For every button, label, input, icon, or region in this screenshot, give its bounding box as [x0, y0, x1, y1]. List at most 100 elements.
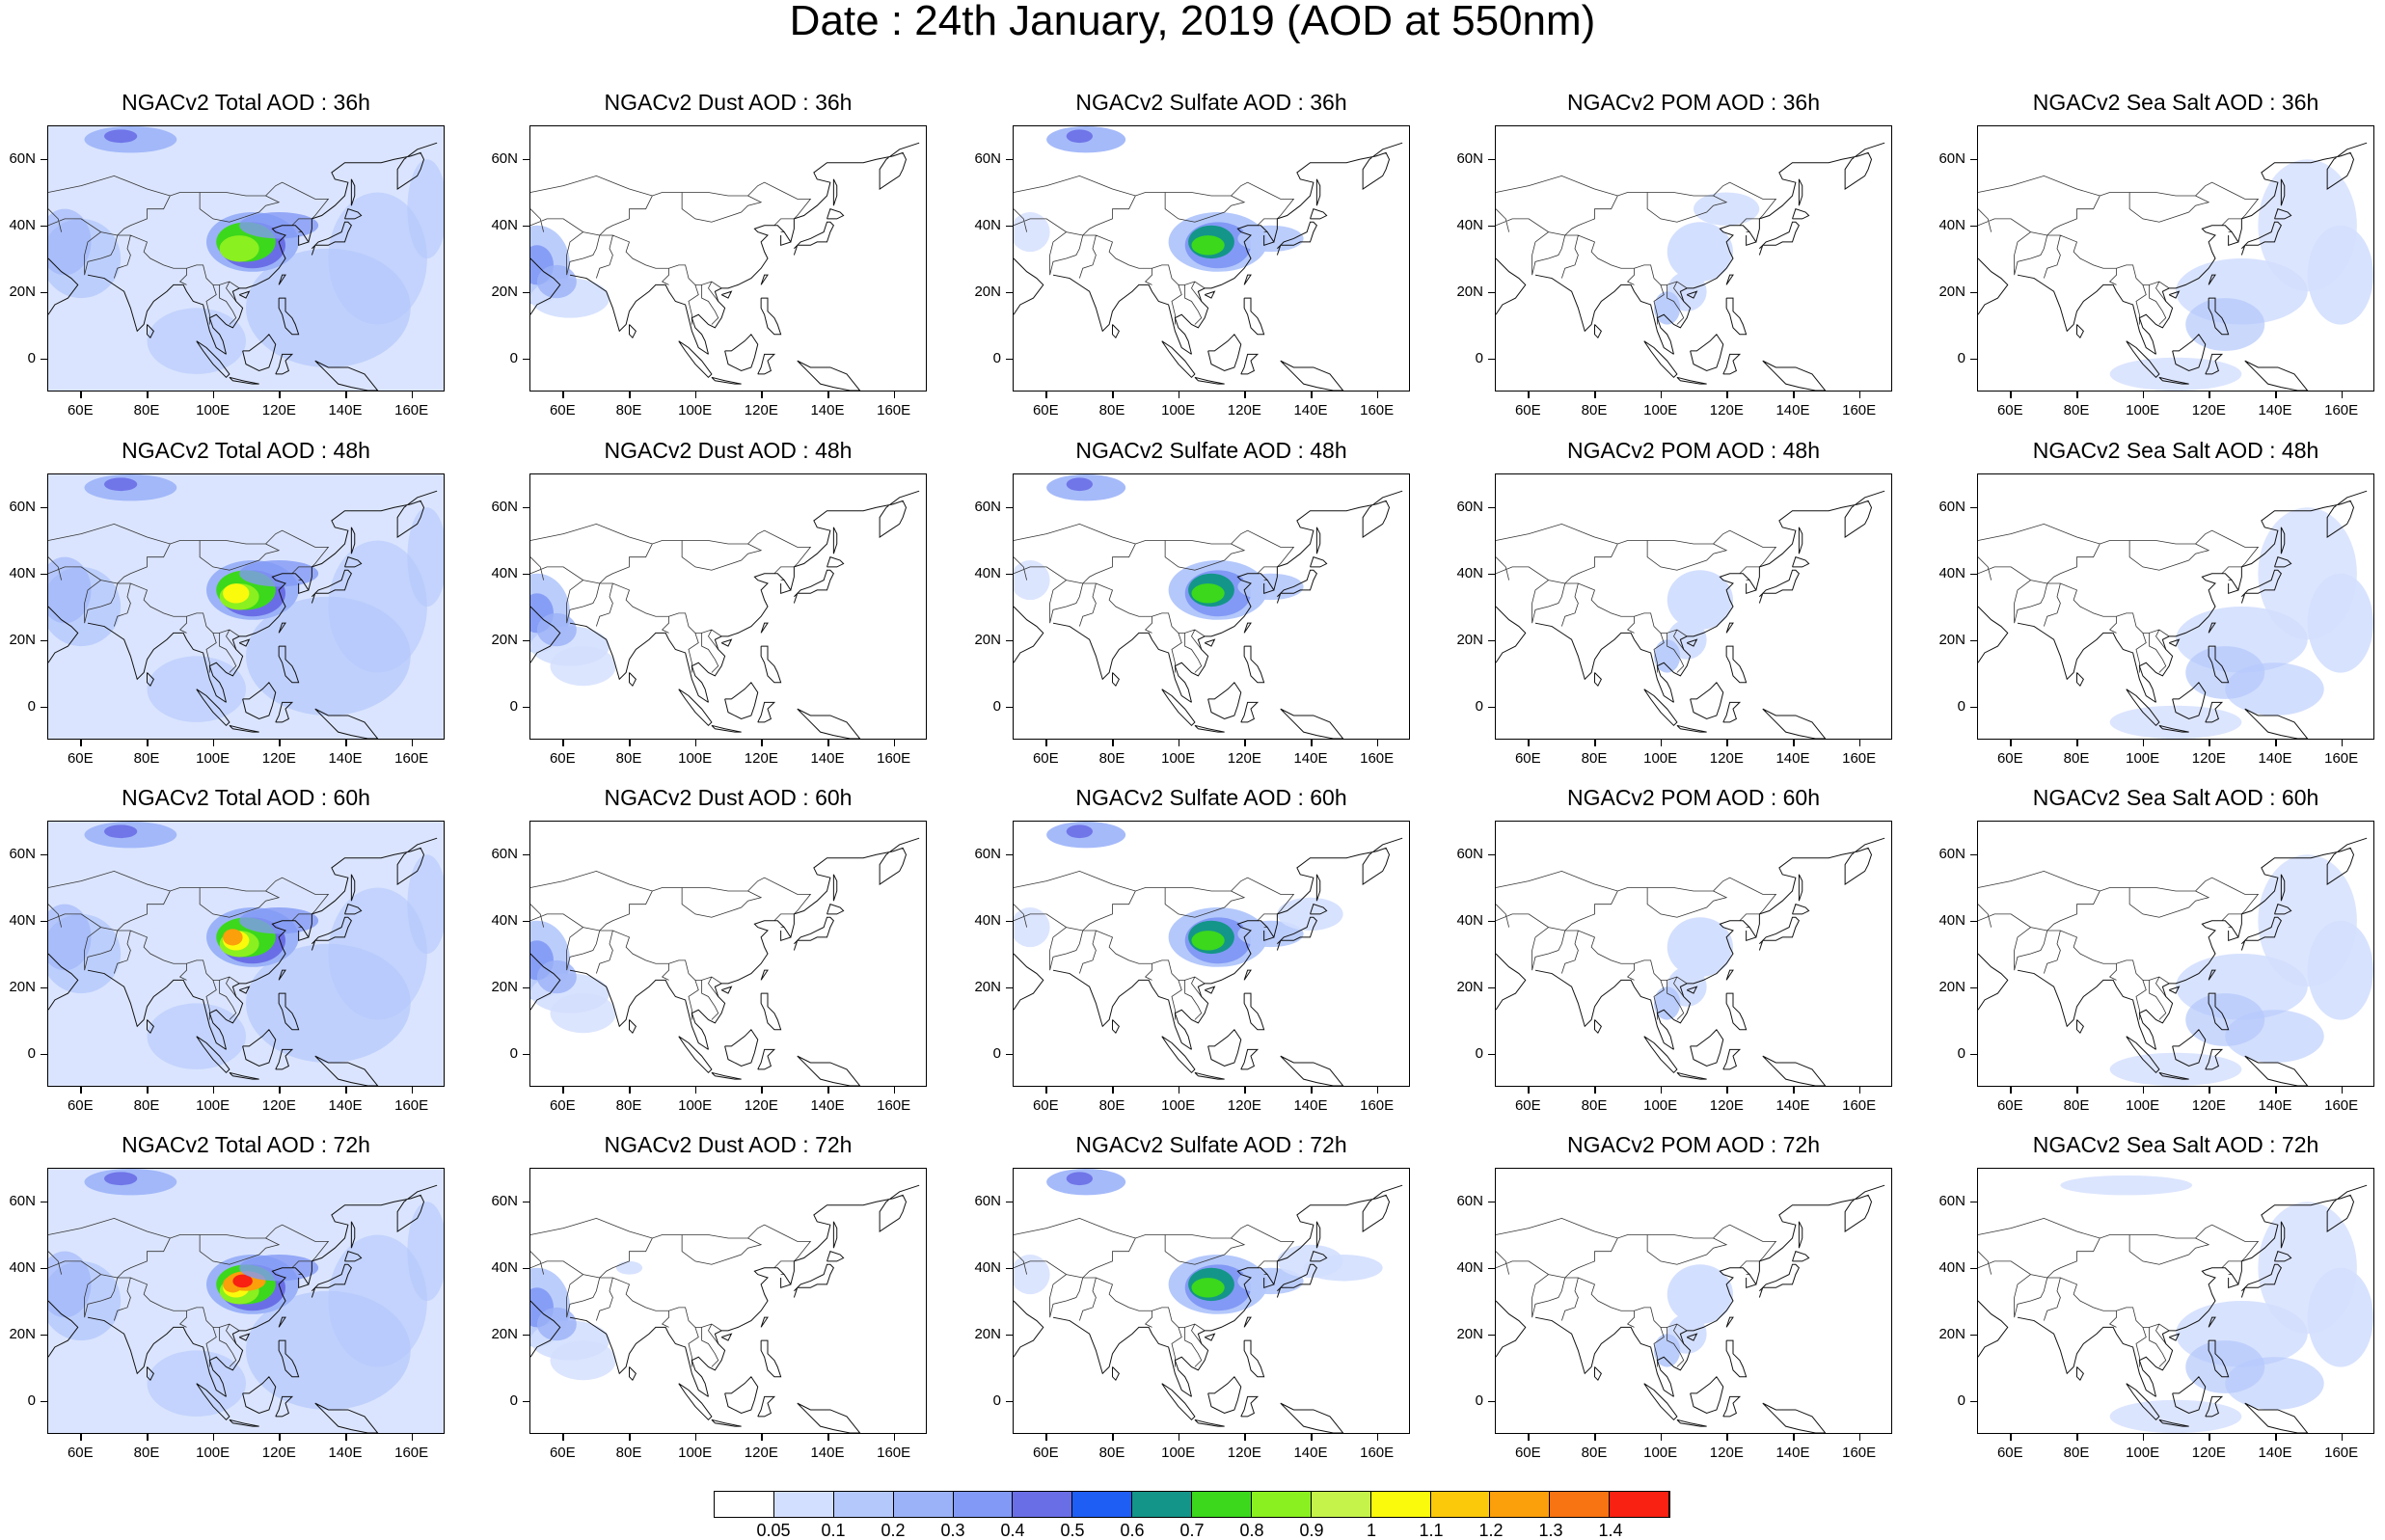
- aod-field: [530, 920, 616, 1034]
- lon-tick-label: 80E: [1098, 1097, 1125, 1114]
- aod-field: [1654, 192, 1760, 325]
- lon-tick-label: 120E: [261, 402, 296, 419]
- lon-tick-mark: [345, 740, 347, 746]
- lon-tick-mark: [694, 740, 697, 746]
- lon-tick-mark: [345, 1434, 347, 1441]
- lon-tick-label: 140E: [2258, 1445, 2292, 1461]
- lon-tick-mark: [411, 740, 414, 746]
- lat-tick-label: 40N: [9, 216, 36, 233]
- lon-tick-label: 60E: [1514, 402, 1541, 419]
- lat-tick-label: 20N: [491, 1325, 518, 1342]
- lat-tick-mark: [1970, 291, 1977, 293]
- lon-tick-mark: [1660, 392, 1663, 398]
- country-borders: [1014, 1218, 1295, 1367]
- panel-title: NGACv2 Total AOD : 36h: [122, 90, 370, 115]
- coastline: [530, 837, 920, 1086]
- lon-tick-label: 60E: [549, 750, 576, 767]
- country-borders: [1014, 524, 1295, 673]
- lat-tick-label: 60N: [974, 845, 1001, 862]
- lon-tick-mark: [2076, 740, 2078, 746]
- aod-field: [1014, 126, 1304, 272]
- lon-tick-mark: [2341, 1434, 2344, 1441]
- lon-tick-label: 140E: [2258, 1097, 2292, 1114]
- lon-tick-label: 100E: [1643, 750, 1678, 767]
- lat-tick-label: 40N: [491, 911, 518, 929]
- lon-tick-mark: [629, 392, 631, 398]
- lat-tick-label: 0: [1475, 1391, 1483, 1409]
- lat-tick-label: 40N: [1938, 216, 1965, 233]
- lon-tick-label: 60E: [549, 402, 576, 419]
- colorbar-swatch: [1610, 1492, 1669, 1517]
- panel-title: NGACv2 Total AOD : 72h: [122, 1132, 370, 1157]
- lon-tick-mark: [1594, 740, 1596, 746]
- lat-tick-label: 60N: [1456, 149, 1483, 167]
- lat-tick-label: 40N: [491, 216, 518, 233]
- lon-tick-label: 80E: [615, 750, 642, 767]
- lon-tick-label: 160E: [1360, 750, 1395, 767]
- lat-tick-mark: [1488, 853, 1495, 855]
- lon-tick-label: 120E: [1227, 1445, 1261, 1461]
- lat-tick-label: 40N: [1456, 564, 1483, 581]
- lon-tick-label: 60E: [1032, 1097, 1059, 1114]
- lat-tick-label: 60N: [974, 498, 1001, 515]
- lon-tick-label: 140E: [1775, 1445, 1810, 1461]
- lat-tick-mark: [1970, 706, 1977, 708]
- lat-tick-label: 60N: [1938, 498, 1965, 515]
- lon-tick-mark: [2275, 1434, 2277, 1441]
- lon-tick-label: 60E: [1996, 402, 2023, 419]
- lat-tick-mark: [41, 639, 47, 641]
- lon-tick-label: 140E: [1775, 402, 1810, 419]
- lon-tick-mark: [2010, 1087, 2012, 1094]
- lon-tick-label: 60E: [1996, 1445, 2023, 1461]
- lat-tick-mark: [1488, 639, 1495, 641]
- lon-tick-label: 160E: [1360, 1445, 1395, 1461]
- lon-tick-mark: [2341, 1087, 2344, 1094]
- colorbar-label: 1.2: [1478, 1521, 1504, 1540]
- lat-tick-mark: [1006, 1334, 1013, 1336]
- lon-tick-label: 120E: [744, 750, 778, 767]
- country-borders: [1496, 176, 1777, 325]
- lat-tick-mark: [41, 706, 47, 708]
- lon-tick-label: 160E: [877, 750, 911, 767]
- lon-tick-label: 140E: [328, 402, 363, 419]
- lon-tick-mark: [1793, 1434, 1795, 1441]
- lon-tick-mark: [2209, 1087, 2210, 1094]
- lon-tick-mark: [1311, 1087, 1313, 1094]
- lon-tick-label: 120E: [1709, 1445, 1744, 1461]
- country-borders: [1496, 524, 1777, 673]
- lat-tick-mark: [1970, 1267, 1977, 1269]
- lon-tick-mark: [2076, 1434, 2078, 1441]
- lon-tick-label: 160E: [394, 1445, 429, 1461]
- lat-tick-label: 20N: [1938, 1325, 1965, 1342]
- lon-tick-label: 100E: [2126, 1097, 2160, 1114]
- lat-tick-mark: [41, 1201, 47, 1202]
- panel-title: NGACv2 POM AOD : 72h: [1566, 1132, 1821, 1157]
- lat-tick-mark: [1006, 358, 1013, 360]
- lon-tick-mark: [1660, 740, 1663, 746]
- lat-tick-label: 40N: [9, 911, 36, 929]
- lat-tick-mark: [523, 706, 529, 708]
- country-borders: [530, 871, 812, 1020]
- lon-tick-label: 120E: [1709, 1097, 1744, 1114]
- lon-tick-mark: [1528, 1087, 1530, 1094]
- lat-tick-mark: [1488, 1400, 1495, 1402]
- lat-tick-mark: [1006, 1201, 1013, 1202]
- lat-tick-label: 20N: [1456, 1325, 1483, 1342]
- coastline: [1496, 490, 1885, 739]
- lon-tick-label: 80E: [1581, 1097, 1608, 1114]
- lat-tick-mark: [523, 291, 529, 293]
- lat-tick-label: 0: [992, 1391, 1001, 1409]
- coastline: [1014, 490, 1403, 739]
- lon-tick-mark: [2142, 740, 2145, 746]
- lon-tick-mark: [212, 740, 215, 746]
- coastline: [1014, 142, 1403, 391]
- map-panel: [529, 473, 927, 740]
- lon-tick-label: 120E: [1227, 1097, 1261, 1114]
- lon-tick-label: 160E: [394, 1097, 429, 1114]
- lon-tick-mark: [827, 740, 829, 746]
- panel-title: NGACv2 Sea Salt AOD : 72h: [2032, 1132, 2319, 1157]
- lon-tick-label: 160E: [1842, 1097, 1877, 1114]
- lon-tick-mark: [1594, 1087, 1596, 1094]
- lon-tick-mark: [147, 392, 149, 398]
- lat-tick-mark: [1006, 920, 1013, 922]
